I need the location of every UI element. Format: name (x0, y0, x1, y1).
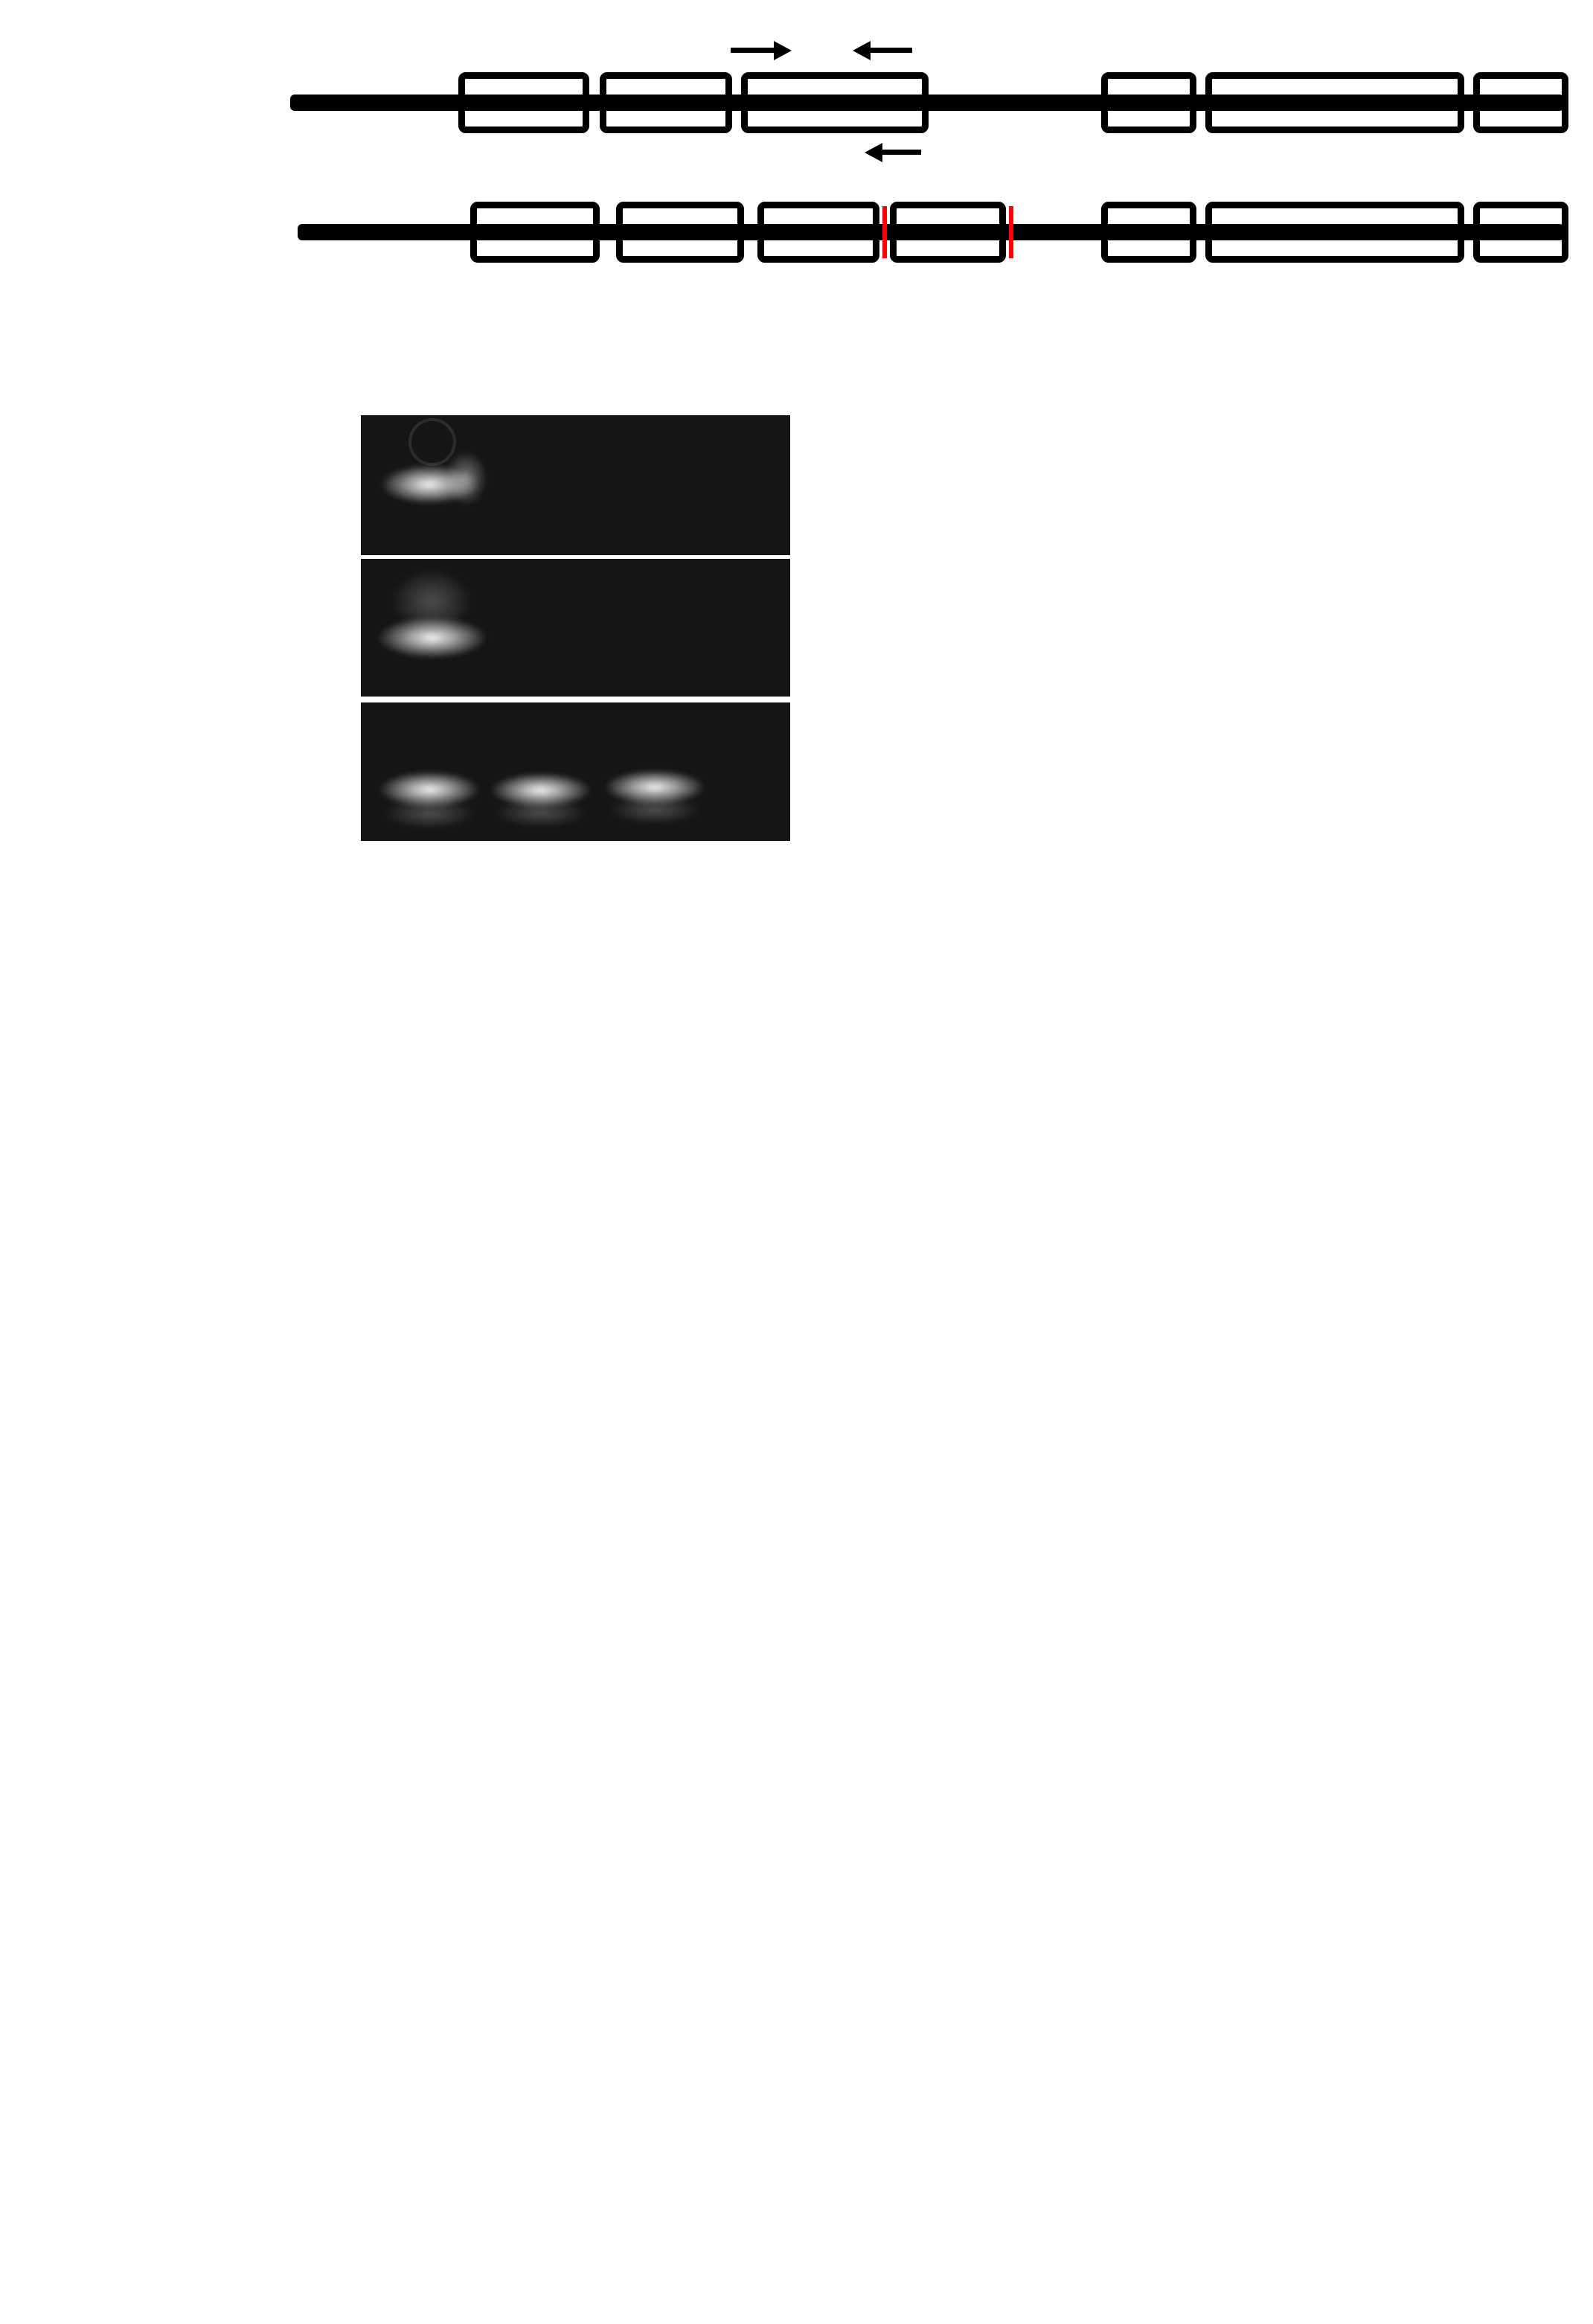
gel-band-lane2-glow (495, 798, 587, 828)
gel-band-lane3-glow (609, 795, 701, 825)
wt-hkd2-domain (1205, 72, 1464, 133)
gel-strip-loading-control (361, 702, 790, 841)
gel-band-lane2 (490, 772, 592, 808)
primer-t5-arrow (731, 48, 774, 53)
primer-t6-arrowhead-icon (853, 41, 871, 60)
insert-right-tick (1009, 206, 1013, 258)
gel-strip-t5t6 (361, 415, 790, 555)
primer-t6-arrow (871, 48, 912, 53)
wt-pip2-domain (1101, 72, 1196, 133)
mutant-px-domain (470, 202, 600, 263)
gel-band-lane3 (604, 769, 705, 805)
gel-band-lane1 (377, 617, 487, 659)
mutant-terminal-domain (1473, 202, 1568, 263)
mutant-pip2-domain (1101, 202, 1196, 263)
mutant-hkd1-domain (757, 202, 879, 263)
gel-band-lane1-lobe (444, 451, 487, 506)
mutant-pw-insert (890, 202, 1006, 263)
mutant-ph-domain (616, 202, 744, 263)
wt-px-domain (458, 72, 589, 133)
gel-band-lane1 (380, 464, 478, 505)
wt-ph-domain (600, 72, 732, 133)
wt-hkd1-domain (741, 72, 929, 133)
primer-t7-arrowhead-icon (865, 143, 882, 162)
gel-band-lane1 (379, 771, 480, 808)
primer-t7-arrow (882, 150, 921, 155)
gel-strip-t5t7 (361, 559, 790, 697)
gel-band-lane1-glow (383, 798, 475, 829)
mutant-backbone (298, 224, 1564, 240)
insert-left-tick (882, 206, 887, 258)
primer-t5-arrowhead-icon (774, 41, 792, 60)
mutant-hkd2-domain (1205, 202, 1464, 263)
wt-terminal-domain (1473, 72, 1568, 133)
